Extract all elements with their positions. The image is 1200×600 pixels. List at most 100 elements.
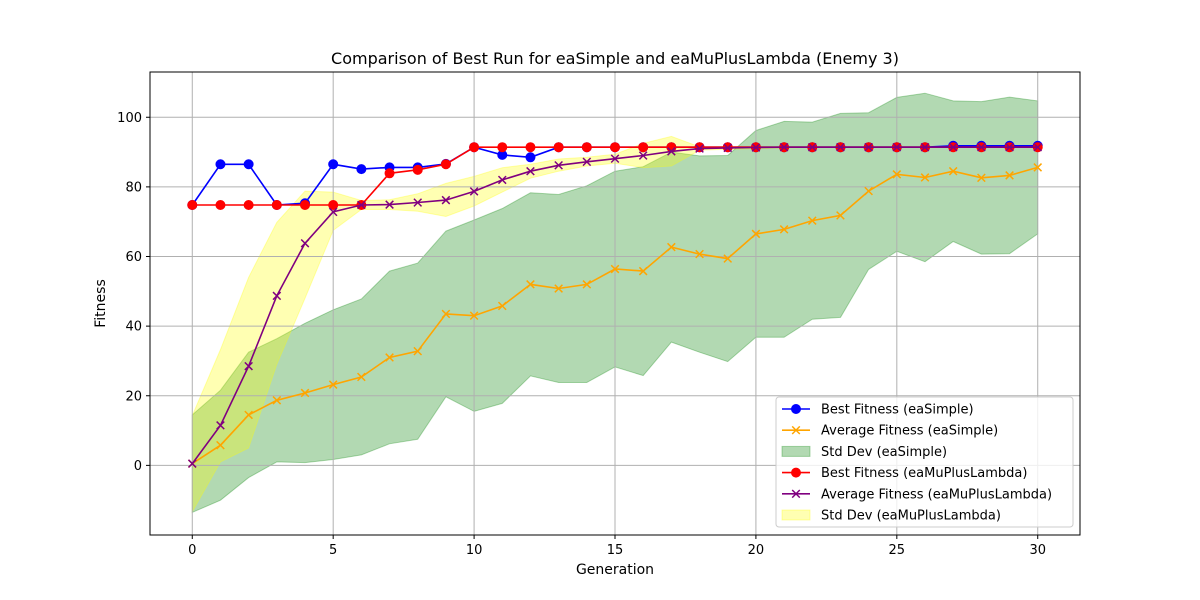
data-point: [328, 159, 339, 170]
y-tick-label: 20: [125, 389, 142, 404]
data-point: [300, 199, 310, 210]
data-point: [638, 142, 649, 153]
y-tick-label: 60: [125, 250, 142, 265]
x-axis-label: Generation: [576, 562, 654, 578]
data-point: [836, 211, 845, 220]
legend-item: Std Dev (eaMuPlusLambda): [781, 509, 1001, 524]
data-point: [328, 199, 339, 210]
data-point: [751, 143, 761, 152]
data-point: [977, 142, 986, 152]
data-point: [1005, 171, 1014, 180]
data-point: [582, 157, 592, 167]
x-tick-label: 20: [748, 543, 765, 558]
data-point: [412, 164, 423, 175]
data-point: [356, 164, 367, 175]
data-point: [357, 200, 366, 210]
data-point: [328, 380, 338, 389]
data-point: [610, 142, 620, 153]
data-point: [216, 421, 225, 430]
data-point: [216, 440, 225, 450]
data-point: [977, 173, 986, 183]
legend-item: Best Fitness (eaSimple): [782, 403, 974, 418]
data-point: [948, 142, 958, 152]
legend-marker: [791, 489, 801, 499]
legend-box: [775, 396, 1074, 528]
x-tick-label: 25: [889, 543, 906, 558]
data-point: [244, 361, 253, 371]
data-point: [667, 242, 676, 252]
data-point: [413, 198, 423, 207]
data-point: [836, 142, 845, 152]
data-point: [497, 142, 508, 153]
x-axis: 0 5 10 15 20 25 30: [188, 535, 1046, 558]
data-point: [920, 142, 930, 152]
data-point: [610, 264, 620, 274]
data-point: [948, 166, 958, 176]
series-lines: [187, 140, 1043, 468]
data-point: [525, 152, 536, 163]
x-tick-label: 30: [1029, 543, 1046, 558]
data-point: [751, 229, 761, 239]
data-point: [723, 143, 733, 153]
legend-label: Std Dev (eaMuPlusLambda): [821, 509, 1001, 524]
data-point: [440, 159, 451, 170]
x-tick-label: 5: [329, 543, 337, 558]
data-point: [469, 311, 479, 321]
data-point: [695, 144, 704, 153]
data-point: [215, 159, 226, 170]
data-point: [244, 410, 253, 420]
data-point: [469, 142, 480, 153]
legend-label: Std Dev (eaSimple): [821, 445, 947, 460]
data-point: [384, 168, 395, 179]
legend-label: Average Fitness (eaMuPlusLambda): [821, 487, 1052, 502]
series-4: [187, 142, 1043, 468]
data-point: [864, 142, 873, 152]
data-point: [892, 142, 902, 152]
data-point: [441, 195, 451, 205]
legend: Best Fitness (eaSimple) Average Fitness (…: [775, 396, 1074, 528]
data-point: [779, 225, 789, 234]
data-point: [1005, 142, 1014, 152]
series-1: [187, 163, 1043, 468]
data-point: [385, 200, 394, 209]
data-point: [807, 142, 817, 152]
legend-swatch: [781, 445, 811, 457]
legend-label: Best Fitness (eaMuPlusLambda): [821, 466, 1027, 481]
legend-marker: [791, 467, 801, 478]
data-point: [638, 151, 648, 160]
legend-item: Std Dev (eaSimple): [781, 445, 947, 460]
x-tick-label: 0: [188, 543, 196, 558]
data-point: [1033, 142, 1043, 152]
data-point: [272, 395, 282, 405]
legend-label: Average Fitness (eaSimple): [821, 424, 998, 439]
data-point: [385, 353, 394, 362]
data-point: [779, 142, 789, 152]
legend-label: Best Fitness (eaSimple): [821, 403, 974, 418]
data-point: [807, 216, 817, 225]
data-point: [187, 459, 197, 468]
data-point: [300, 238, 310, 248]
data-point: [638, 266, 648, 276]
data-point: [526, 280, 535, 289]
y-axis-label: Fitness: [93, 279, 109, 328]
data-point: [497, 301, 507, 311]
data-point: [243, 159, 254, 170]
data-point: [554, 160, 563, 170]
data-point: [553, 142, 564, 153]
data-point: [723, 254, 733, 263]
y-tick-label: 40: [125, 320, 142, 335]
data-point: [272, 291, 282, 301]
data-point: [1033, 163, 1043, 172]
data-point: [892, 170, 902, 179]
data-point: [667, 147, 676, 156]
data-point: [581, 142, 592, 153]
y-tick-label: 80: [125, 180, 142, 195]
x-tick-label: 10: [466, 543, 483, 558]
data-point: [357, 372, 366, 382]
data-point: [695, 249, 704, 259]
x-tick-label: 15: [607, 543, 624, 558]
legend-swatch: [781, 509, 811, 521]
data-point: [582, 280, 592, 289]
y-tick-label: 0: [134, 459, 142, 474]
